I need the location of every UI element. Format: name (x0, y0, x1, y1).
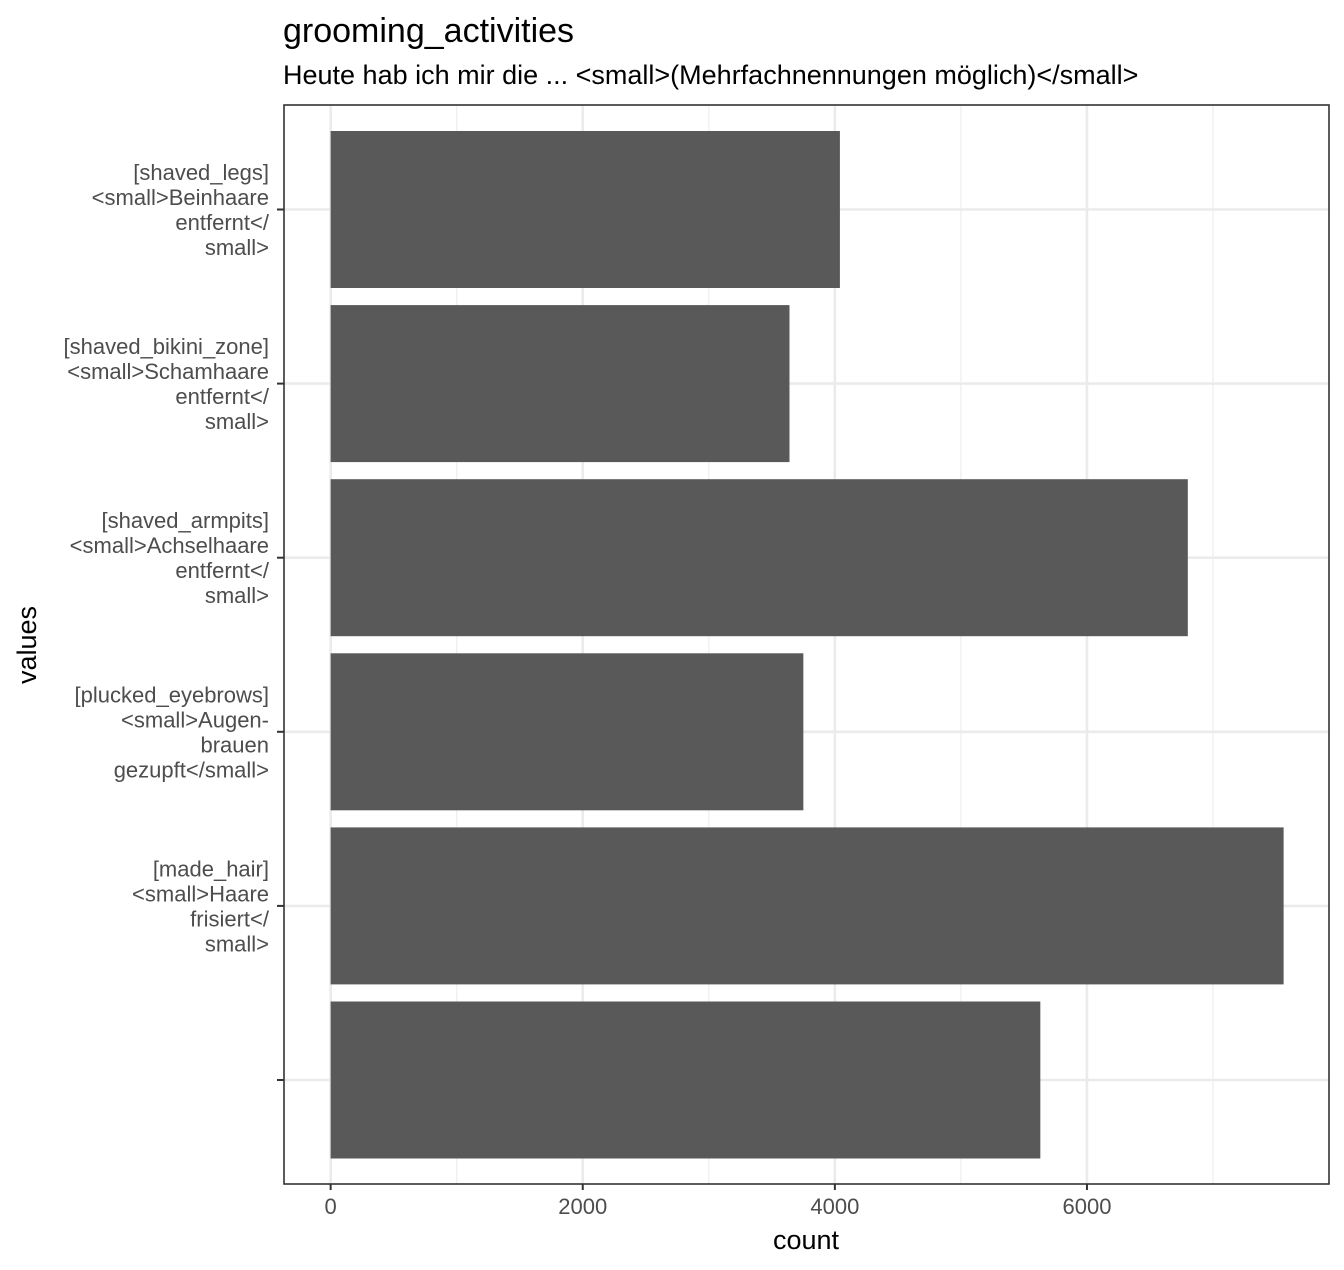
y-tick-label: [shaved_bikini_zone] <small>Schamhaare ent… (64, 334, 270, 434)
chart-title: grooming_activities (283, 12, 574, 50)
x-tick-label: 6000 (1062, 1194, 1111, 1219)
bars (330, 131, 1284, 1159)
x-axis-title: count (773, 1225, 840, 1255)
y-ticks: [shaved_legs] <small>Beinhaare entfernt</s… (64, 160, 284, 1081)
x-tick-label: 0 (325, 1194, 337, 1219)
x-tick-label: 2000 (558, 1194, 607, 1219)
bar (330, 827, 1284, 985)
x-ticks: 0 2000 4000 6000 (325, 1184, 1111, 1219)
bar (330, 305, 790, 463)
y-tick-label: [shaved_legs] <small>Beinhaare entfernt</s… (92, 160, 270, 260)
y-tick-label: [shaved_armpits] <small>Achselhaare entfer… (70, 508, 270, 608)
x-tick-label: 4000 (810, 1194, 859, 1219)
bar (330, 479, 1188, 637)
panel-border (283, 104, 1330, 1185)
bar (330, 653, 804, 811)
bar (330, 131, 840, 288)
y-tick-label: [plucked_eyebrows] <small>Augen-brauen gez… (75, 682, 269, 782)
chart-subtitle: Heute hab ich mir die ... <small>(Mehrfa… (283, 60, 1138, 90)
y-axis-title: values (12, 606, 42, 684)
bar (330, 1001, 1041, 1159)
y-tick-label: [made_hair] <small>Haare frisiert</small> (132, 856, 270, 956)
